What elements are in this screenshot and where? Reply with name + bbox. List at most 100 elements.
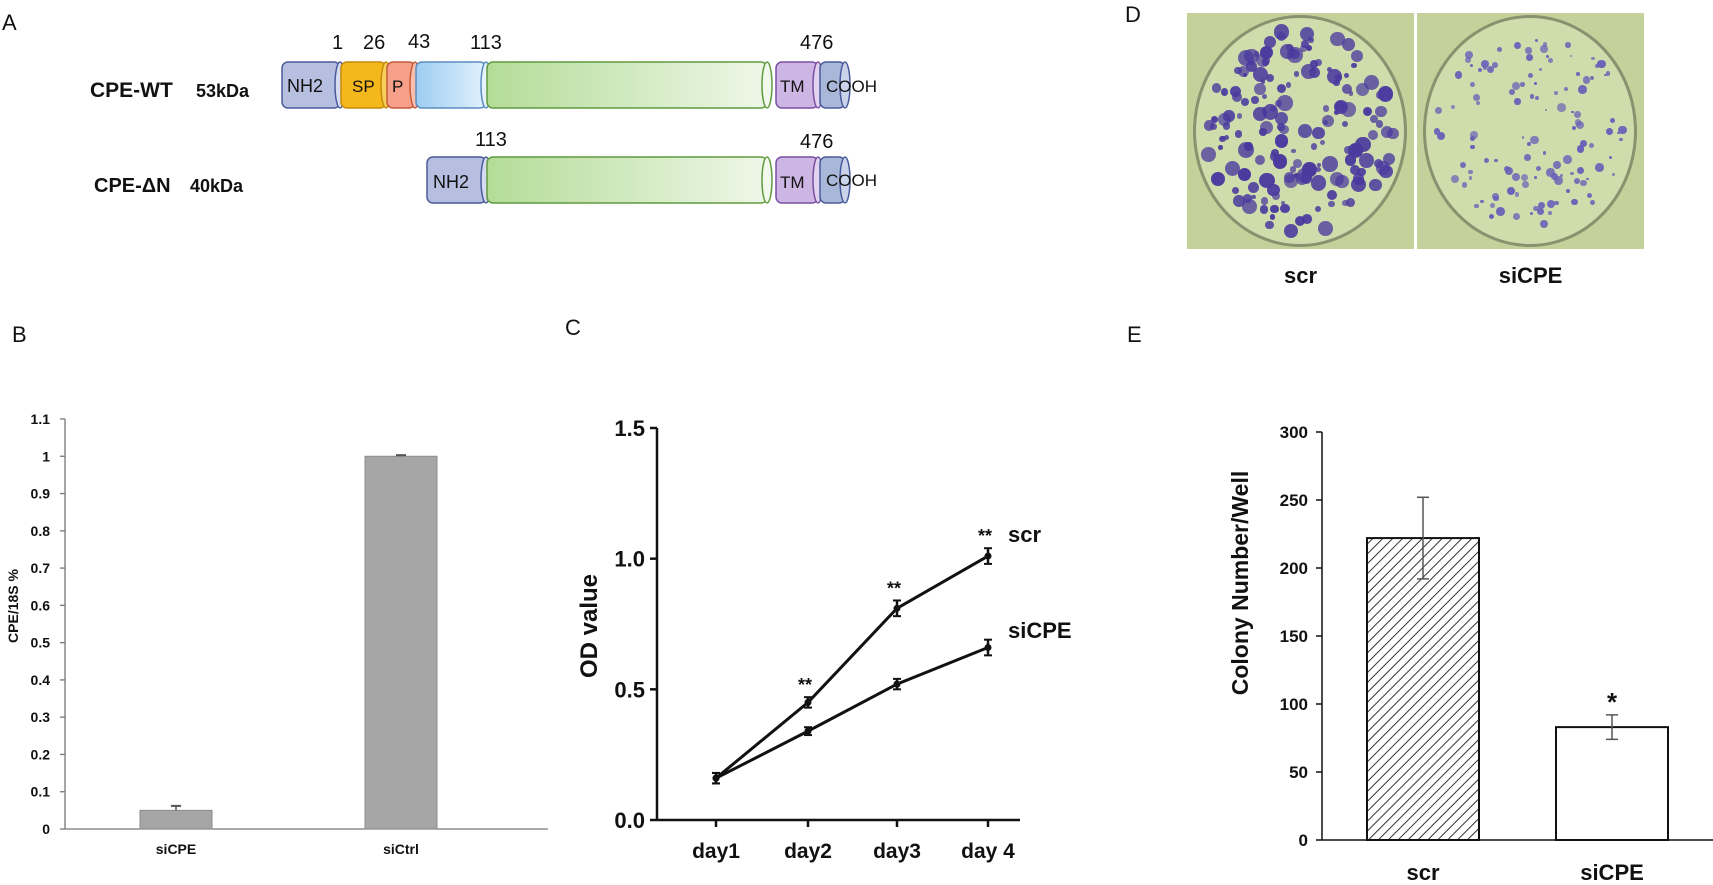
colony-dot — [1526, 53, 1534, 61]
colony-dot — [1548, 58, 1554, 64]
colony-dot — [1475, 100, 1480, 105]
colony-dot — [1468, 169, 1473, 175]
colony-dot — [1533, 81, 1538, 86]
colony-dot — [1249, 60, 1254, 65]
colony-dot — [1242, 72, 1248, 78]
panel-c-data-point — [984, 644, 992, 652]
panel-e-category-label: scr — [1406, 860, 1439, 885]
colony-dot — [1302, 214, 1312, 224]
colony-dot — [1231, 187, 1239, 195]
colony-dot — [1308, 37, 1315, 43]
colony-dot — [1261, 107, 1267, 112]
colony-dot — [1218, 145, 1224, 151]
colony-dot — [1294, 215, 1305, 226]
colony-dot — [1376, 91, 1384, 99]
colony-dot — [1436, 131, 1445, 141]
colony-dot — [1525, 47, 1532, 54]
colony-dot — [1260, 197, 1269, 205]
colony-dot — [1542, 151, 1547, 155]
colony-dot — [1333, 109, 1339, 115]
dn-pos-476: 476 — [800, 131, 833, 153]
panel-c-ytick-label: 1.5 — [614, 416, 645, 441]
colony-dot — [1345, 197, 1355, 207]
colony-dot — [1293, 71, 1300, 77]
panel-c-xtick-label: day2 — [784, 840, 832, 863]
panel-c-ytick-label: 0.0 — [614, 808, 645, 833]
colony-dot — [1334, 100, 1346, 111]
colony-dot — [1533, 205, 1539, 212]
colony-dot — [1375, 120, 1384, 128]
colony-dot — [1312, 126, 1325, 140]
dish-scr — [1193, 15, 1407, 247]
panel-c-line-chart: OD value 0.0 0.5 1.0 1.5 day1 day2 day3 day 4 s… — [576, 416, 1072, 863]
colony-dot — [1617, 125, 1627, 135]
colony-dot — [1316, 163, 1321, 168]
colony-dot — [1608, 156, 1613, 160]
colony-dot — [1536, 207, 1545, 216]
colony-dot — [1513, 213, 1521, 221]
colony-dot — [1544, 109, 1548, 112]
panel-c-ylabel: OD value — [576, 574, 603, 678]
colony-dot — [1605, 71, 1611, 76]
wt-pos-113: 113 — [470, 32, 502, 54]
colony-dot — [1253, 67, 1269, 83]
colony-dot — [1310, 175, 1327, 191]
colony-dot — [1470, 135, 1475, 141]
colony-dot — [1327, 190, 1338, 201]
colony-dot — [1586, 177, 1589, 181]
colony-dot — [1469, 81, 1476, 88]
colony-dot — [1204, 120, 1215, 131]
panel-c-ytick-label: 1.0 — [614, 547, 645, 572]
colony-dot — [1546, 199, 1555, 208]
colony-dot — [1244, 142, 1253, 151]
colony-dot — [1520, 173, 1529, 182]
panel-b-bar-chart: CPE/18S % 0 0.1 0.2 0.3 0.4 0.5 0.6 0.7 0.8 0.9 1 1… — [5, 411, 548, 857]
colony-dot — [1375, 105, 1387, 118]
panel-c-series-label: siCPE — [1008, 618, 1072, 643]
colony-dot — [1553, 161, 1562, 170]
colony-dot — [1270, 214, 1276, 220]
colony-dot — [1265, 220, 1275, 230]
colony-dot — [1574, 111, 1581, 118]
panel-c-data-point — [804, 727, 812, 735]
panel-b-bar — [364, 455, 438, 830]
colony-dot — [1237, 167, 1251, 181]
plate-label-sicpe: siCPE — [1498, 263, 1563, 288]
colony-dot — [1450, 174, 1459, 184]
panel-c-axes: 0.0 0.5 1.0 1.5 day1 day2 day3 day 4 — [614, 416, 1020, 863]
panel-e-bar — [1555, 726, 1669, 841]
panel-e-ylabel: Colony Number/Well — [1227, 471, 1253, 696]
colony-dot — [1579, 140, 1588, 148]
colony-dot — [1274, 134, 1289, 148]
panel-letter-b: B — [12, 322, 27, 347]
colony-dot — [1201, 147, 1216, 162]
panel-e-category-label: siCPE — [1580, 860, 1644, 885]
colony-dot — [1589, 75, 1594, 80]
colony-dot — [1271, 191, 1280, 200]
colony-dot — [1576, 166, 1584, 174]
colony-dot — [1211, 83, 1222, 93]
panel-c-xtick-label: day1 — [692, 840, 740, 863]
colony-dot — [1470, 130, 1479, 139]
colony-dot — [1277, 95, 1293, 111]
panel-e-ytick-label: 50 — [1289, 763, 1308, 782]
colony-dot — [1280, 44, 1295, 59]
colony-dot — [1240, 97, 1249, 106]
colony-dot — [1237, 113, 1243, 119]
colony-dot — [1469, 63, 1473, 67]
colony-dot — [1344, 154, 1357, 166]
colony-dot — [1369, 114, 1378, 123]
colony-dot — [1491, 62, 1498, 69]
colony-dot — [1314, 205, 1321, 212]
colony-dot — [1560, 174, 1564, 177]
colony-dot — [1279, 124, 1289, 135]
colony-dot — [1612, 173, 1616, 177]
panel-c-series-line-siCPE — [715, 646, 989, 780]
colony-dot — [1233, 66, 1242, 75]
colony-dot — [1595, 63, 1600, 69]
colony-dot — [1275, 111, 1288, 125]
wt-catalytic-domain — [486, 61, 773, 109]
colony-dot — [1322, 105, 1330, 112]
panel-c-data-point — [893, 680, 901, 688]
wt-pos-1: 1 — [332, 32, 343, 54]
